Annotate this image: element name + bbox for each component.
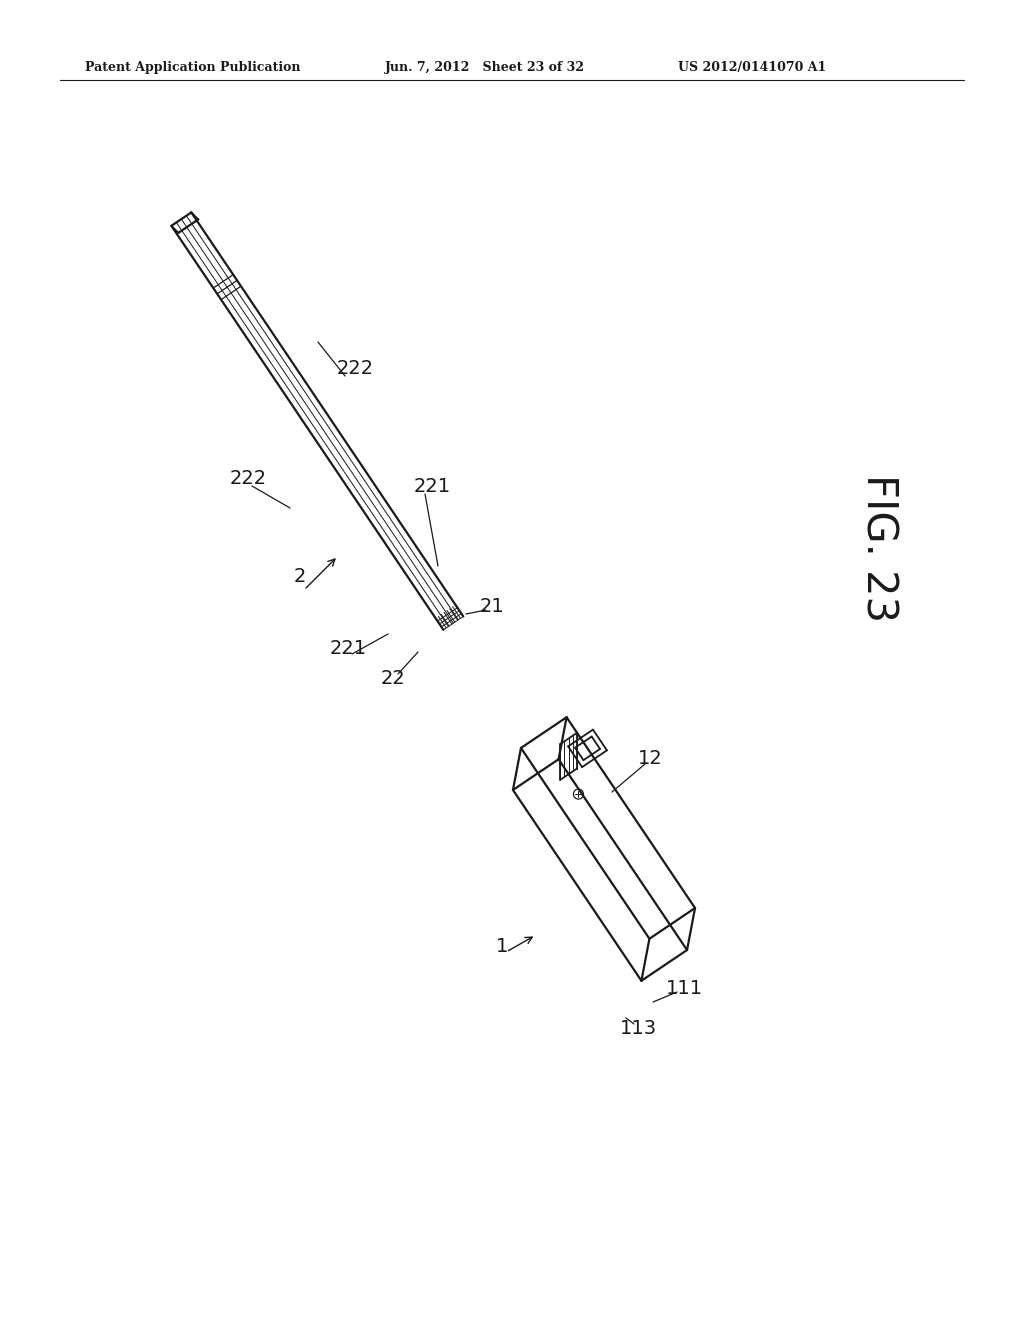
Text: Patent Application Publication: Patent Application Publication	[85, 62, 300, 74]
Text: 221: 221	[330, 639, 367, 657]
Text: 221: 221	[414, 478, 451, 496]
Text: 22: 22	[381, 668, 406, 688]
Text: Jun. 7, 2012   Sheet 23 of 32: Jun. 7, 2012 Sheet 23 of 32	[385, 62, 585, 74]
Text: FIG. 23: FIG. 23	[857, 474, 899, 622]
Text: 113: 113	[620, 1019, 656, 1038]
Text: 21: 21	[479, 597, 505, 615]
Text: 12: 12	[638, 748, 663, 767]
Text: 222: 222	[337, 359, 374, 378]
Text: US 2012/0141070 A1: US 2012/0141070 A1	[678, 62, 826, 74]
Text: 222: 222	[229, 469, 266, 487]
Text: 111: 111	[666, 978, 702, 998]
Text: 2: 2	[294, 566, 306, 586]
Text: 1: 1	[496, 936, 508, 956]
